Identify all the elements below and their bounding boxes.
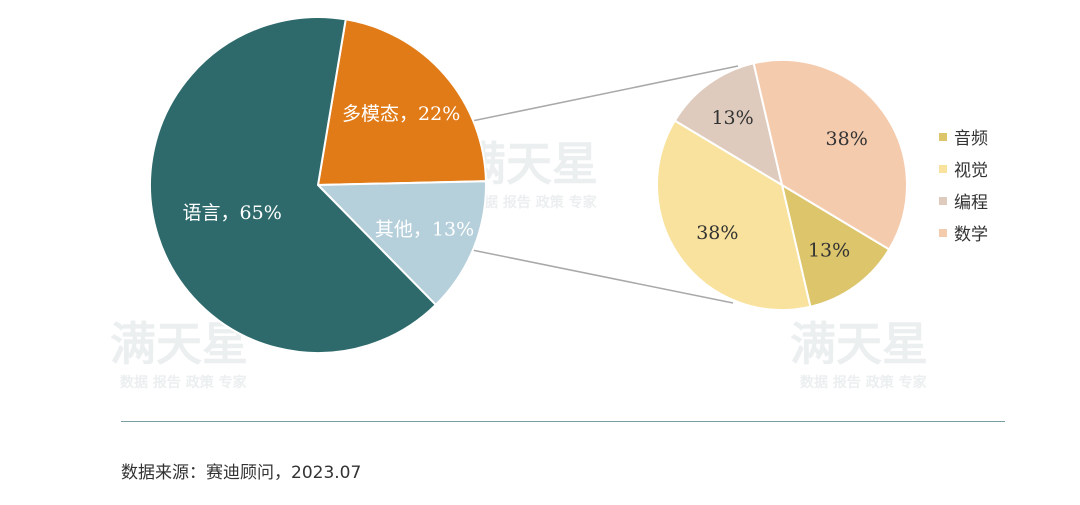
data-source: 数据来源：赛迪顾问，2023.07 [121, 463, 362, 483]
main-pie-slice-1 [315, 180, 487, 307]
connector-lines [471, 65, 739, 304]
main-pie-label-2: 语言，65% [183, 202, 282, 224]
main-pie-slice-2 [149, 16, 438, 354]
watermark-slogan-3: 数据 报告 政策 专家 [800, 374, 928, 391]
main-pie-label-0: 多模态，22% [342, 103, 460, 125]
sub-pie-label-3: 38% [826, 128, 868, 150]
footer-divider [121, 421, 1005, 422]
main-pie: 多模态，22% 其他，13% 语言，65% [149, 16, 487, 354]
main-pie-slice-0 [316, 18, 487, 187]
watermark-slogan-2: 数据 报告 政策 专家 [470, 194, 598, 211]
legend-swatch-1 [939, 165, 947, 173]
watermark-slogan: 数据 报告 政策 专家 [120, 374, 248, 391]
legend-swatch-0 [939, 133, 947, 141]
legend-label-2: 编程 [954, 193, 988, 213]
main-pie-label-1: 其他，13% [375, 218, 474, 240]
sub-pie-label-1: 38% [696, 222, 738, 244]
watermark-logo-3: 满天星 [790, 317, 928, 371]
legend-label-1: 视觉 [954, 161, 988, 181]
connector-line-bottom [471, 249, 734, 304]
legend-label-3: 数学 [954, 225, 988, 245]
legend-swatch-2 [939, 197, 947, 205]
sub-pie-slice-2 [673, 62, 784, 188]
sub-pie-slice-3 [752, 59, 908, 251]
legend-swatch-3 [939, 229, 947, 237]
sub-pie-slice-1 [656, 119, 812, 311]
sub-pie: 13% 38% 13% 38% [656, 59, 908, 311]
legend-label-0: 音频 [954, 129, 988, 149]
connector-line-top [471, 65, 739, 122]
sub-pie-slice-0 [780, 182, 891, 308]
sub-pie-label-0: 13% [808, 240, 850, 262]
sub-pie-label-2: 13% [711, 107, 753, 129]
